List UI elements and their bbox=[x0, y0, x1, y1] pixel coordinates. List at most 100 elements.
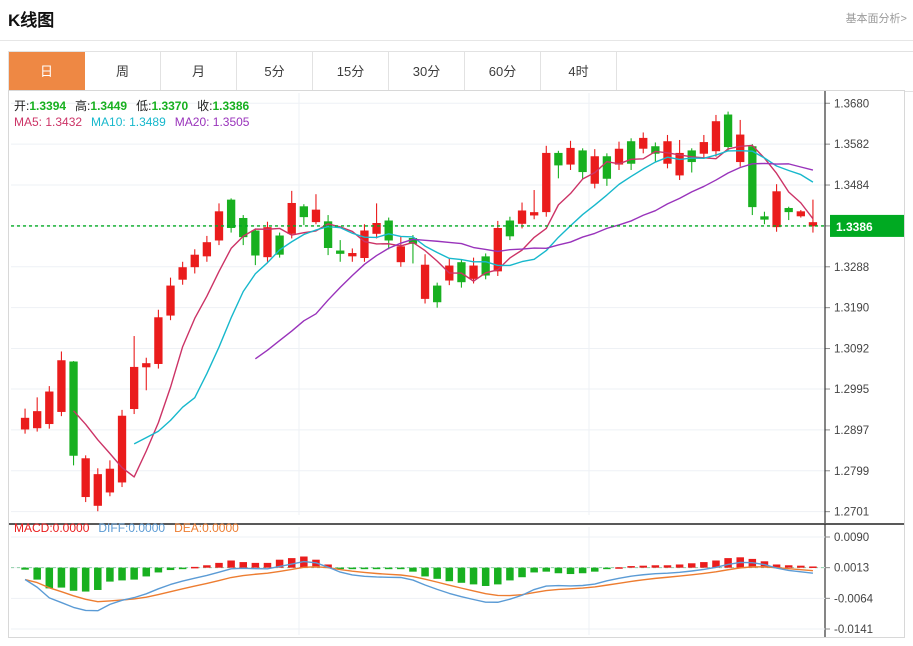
candlestick[interactable] bbox=[214, 203, 224, 246]
candlestick[interactable] bbox=[784, 206, 793, 221]
period-tab-5[interactable]: 30分 bbox=[389, 52, 465, 91]
candlestick[interactable] bbox=[57, 351, 66, 417]
candlestick[interactable] bbox=[529, 190, 539, 220]
macd-histogram-bar bbox=[263, 562, 272, 568]
candle-body bbox=[760, 216, 769, 220]
candlestick[interactable] bbox=[614, 141, 624, 171]
candlestick[interactable] bbox=[263, 221, 272, 262]
candlestick[interactable] bbox=[493, 220, 502, 276]
macd-histogram-bar bbox=[130, 567, 138, 580]
period-tab-6[interactable]: 60分 bbox=[465, 52, 541, 91]
candle-body bbox=[336, 250, 345, 254]
macd-histogram-bar bbox=[384, 567, 393, 570]
period-tab-1[interactable]: 周 bbox=[85, 52, 161, 91]
candlestick[interactable] bbox=[808, 199, 818, 233]
period-tab-7[interactable]: 4时 bbox=[541, 52, 617, 91]
candlestick[interactable] bbox=[251, 228, 260, 266]
low-label: 低: bbox=[136, 99, 152, 113]
period-tabbar[interactable]: 日周月 5分 15分 30分 60分 4时 bbox=[8, 51, 913, 92]
candlestick[interactable] bbox=[323, 215, 333, 256]
candlestick[interactable] bbox=[687, 148, 696, 173]
candle-body bbox=[20, 417, 30, 430]
candlestick[interactable] bbox=[748, 144, 757, 216]
candlestick[interactable] bbox=[105, 460, 115, 497]
candlestick[interactable] bbox=[117, 409, 127, 488]
period-tab-3[interactable]: 5分 bbox=[237, 52, 313, 91]
candlestick[interactable] bbox=[396, 236, 405, 267]
candlestick[interactable] bbox=[663, 134, 672, 169]
candlestick[interactable] bbox=[517, 202, 527, 229]
candlestick[interactable] bbox=[81, 455, 90, 503]
candlestick[interactable] bbox=[505, 216, 515, 241]
candlestick[interactable] bbox=[639, 132, 648, 154]
high-label: 高: bbox=[75, 99, 91, 113]
macd-tick-label: -0.0141 bbox=[834, 624, 873, 636]
candlestick[interactable] bbox=[299, 204, 309, 226]
candlestick[interactable] bbox=[578, 148, 587, 180]
macd-histogram-bar bbox=[578, 567, 587, 574]
macd-histogram-bar bbox=[469, 567, 478, 585]
candle-body bbox=[808, 222, 818, 227]
kline-chart[interactable]: 1.3680 1.3582 1.3484 1.3386 1.3288 1.3190 1.30… bbox=[9, 91, 904, 637]
candlestick[interactable] bbox=[226, 198, 236, 233]
candle-body bbox=[493, 228, 502, 272]
candlestick[interactable] bbox=[287, 190, 296, 239]
candlestick[interactable] bbox=[166, 277, 175, 321]
candlestick[interactable] bbox=[760, 211, 769, 225]
candlestick[interactable] bbox=[239, 215, 248, 246]
candlestick[interactable] bbox=[433, 282, 442, 308]
macd-histogram-bar bbox=[69, 567, 78, 591]
candlestick[interactable] bbox=[275, 232, 284, 258]
candlestick[interactable] bbox=[566, 140, 575, 171]
candlestick[interactable] bbox=[736, 119, 745, 167]
candlestick[interactable] bbox=[481, 253, 490, 280]
candlestick[interactable] bbox=[311, 194, 321, 225]
candle-body bbox=[33, 411, 42, 429]
candle-body bbox=[578, 150, 587, 173]
candle-body bbox=[723, 114, 733, 148]
candlestick[interactable] bbox=[45, 386, 54, 429]
candle-body bbox=[602, 156, 612, 179]
candlestick[interactable] bbox=[348, 248, 357, 262]
candlestick[interactable] bbox=[554, 150, 563, 179]
ma-legend: MA5: 1.3432 MA10: 1.3489 MA20: 1.3505 bbox=[14, 115, 249, 129]
candlestick[interactable] bbox=[372, 203, 381, 239]
candlestick[interactable] bbox=[602, 153, 612, 186]
candlestick[interactable] bbox=[33, 397, 42, 432]
period-tab-4[interactable]: 15分 bbox=[313, 52, 389, 91]
candlestick[interactable] bbox=[445, 258, 454, 286]
candlestick[interactable] bbox=[69, 361, 78, 466]
candlestick[interactable] bbox=[723, 111, 733, 151]
macd-tick-label: -0.0064 bbox=[834, 593, 874, 605]
candlestick[interactable] bbox=[178, 261, 187, 285]
period-tab-0[interactable]: 日 bbox=[9, 52, 85, 91]
candlestick[interactable] bbox=[626, 138, 636, 171]
fundamental-analysis-link[interactable]: 基本面分析> bbox=[845, 13, 907, 25]
candlestick[interactable] bbox=[420, 254, 430, 304]
macd-histogram-bar bbox=[675, 564, 684, 568]
candlestick[interactable] bbox=[360, 224, 369, 262]
candlestick[interactable] bbox=[336, 240, 345, 262]
candle-body bbox=[614, 148, 624, 165]
period-tab-2[interactable]: 月 bbox=[161, 52, 237, 91]
candlestick[interactable] bbox=[796, 210, 805, 218]
macd-histogram-bar bbox=[94, 567, 102, 590]
macd-histogram-bar bbox=[191, 566, 199, 569]
candlestick[interactable] bbox=[590, 149, 599, 189]
candlestick[interactable] bbox=[542, 145, 551, 217]
candle-body bbox=[178, 267, 187, 280]
macd-histogram-bar bbox=[445, 567, 454, 582]
candlestick[interactable] bbox=[202, 235, 212, 262]
candlestick[interactable] bbox=[190, 249, 199, 274]
candlestick[interactable] bbox=[93, 468, 102, 512]
candlestick[interactable] bbox=[699, 134, 709, 159]
candlestick[interactable] bbox=[129, 336, 139, 415]
candlestick[interactable] bbox=[20, 408, 30, 434]
chart-container[interactable]: 1.3680 1.3582 1.3484 1.3386 1.3288 1.3190 1.30… bbox=[8, 90, 905, 638]
candlestick[interactable] bbox=[711, 114, 721, 157]
candlestick[interactable] bbox=[772, 184, 781, 232]
candlestick[interactable] bbox=[154, 309, 163, 369]
candlestick[interactable] bbox=[142, 357, 151, 391]
candle-body bbox=[287, 202, 296, 234]
macd-histogram-bar bbox=[421, 567, 429, 577]
